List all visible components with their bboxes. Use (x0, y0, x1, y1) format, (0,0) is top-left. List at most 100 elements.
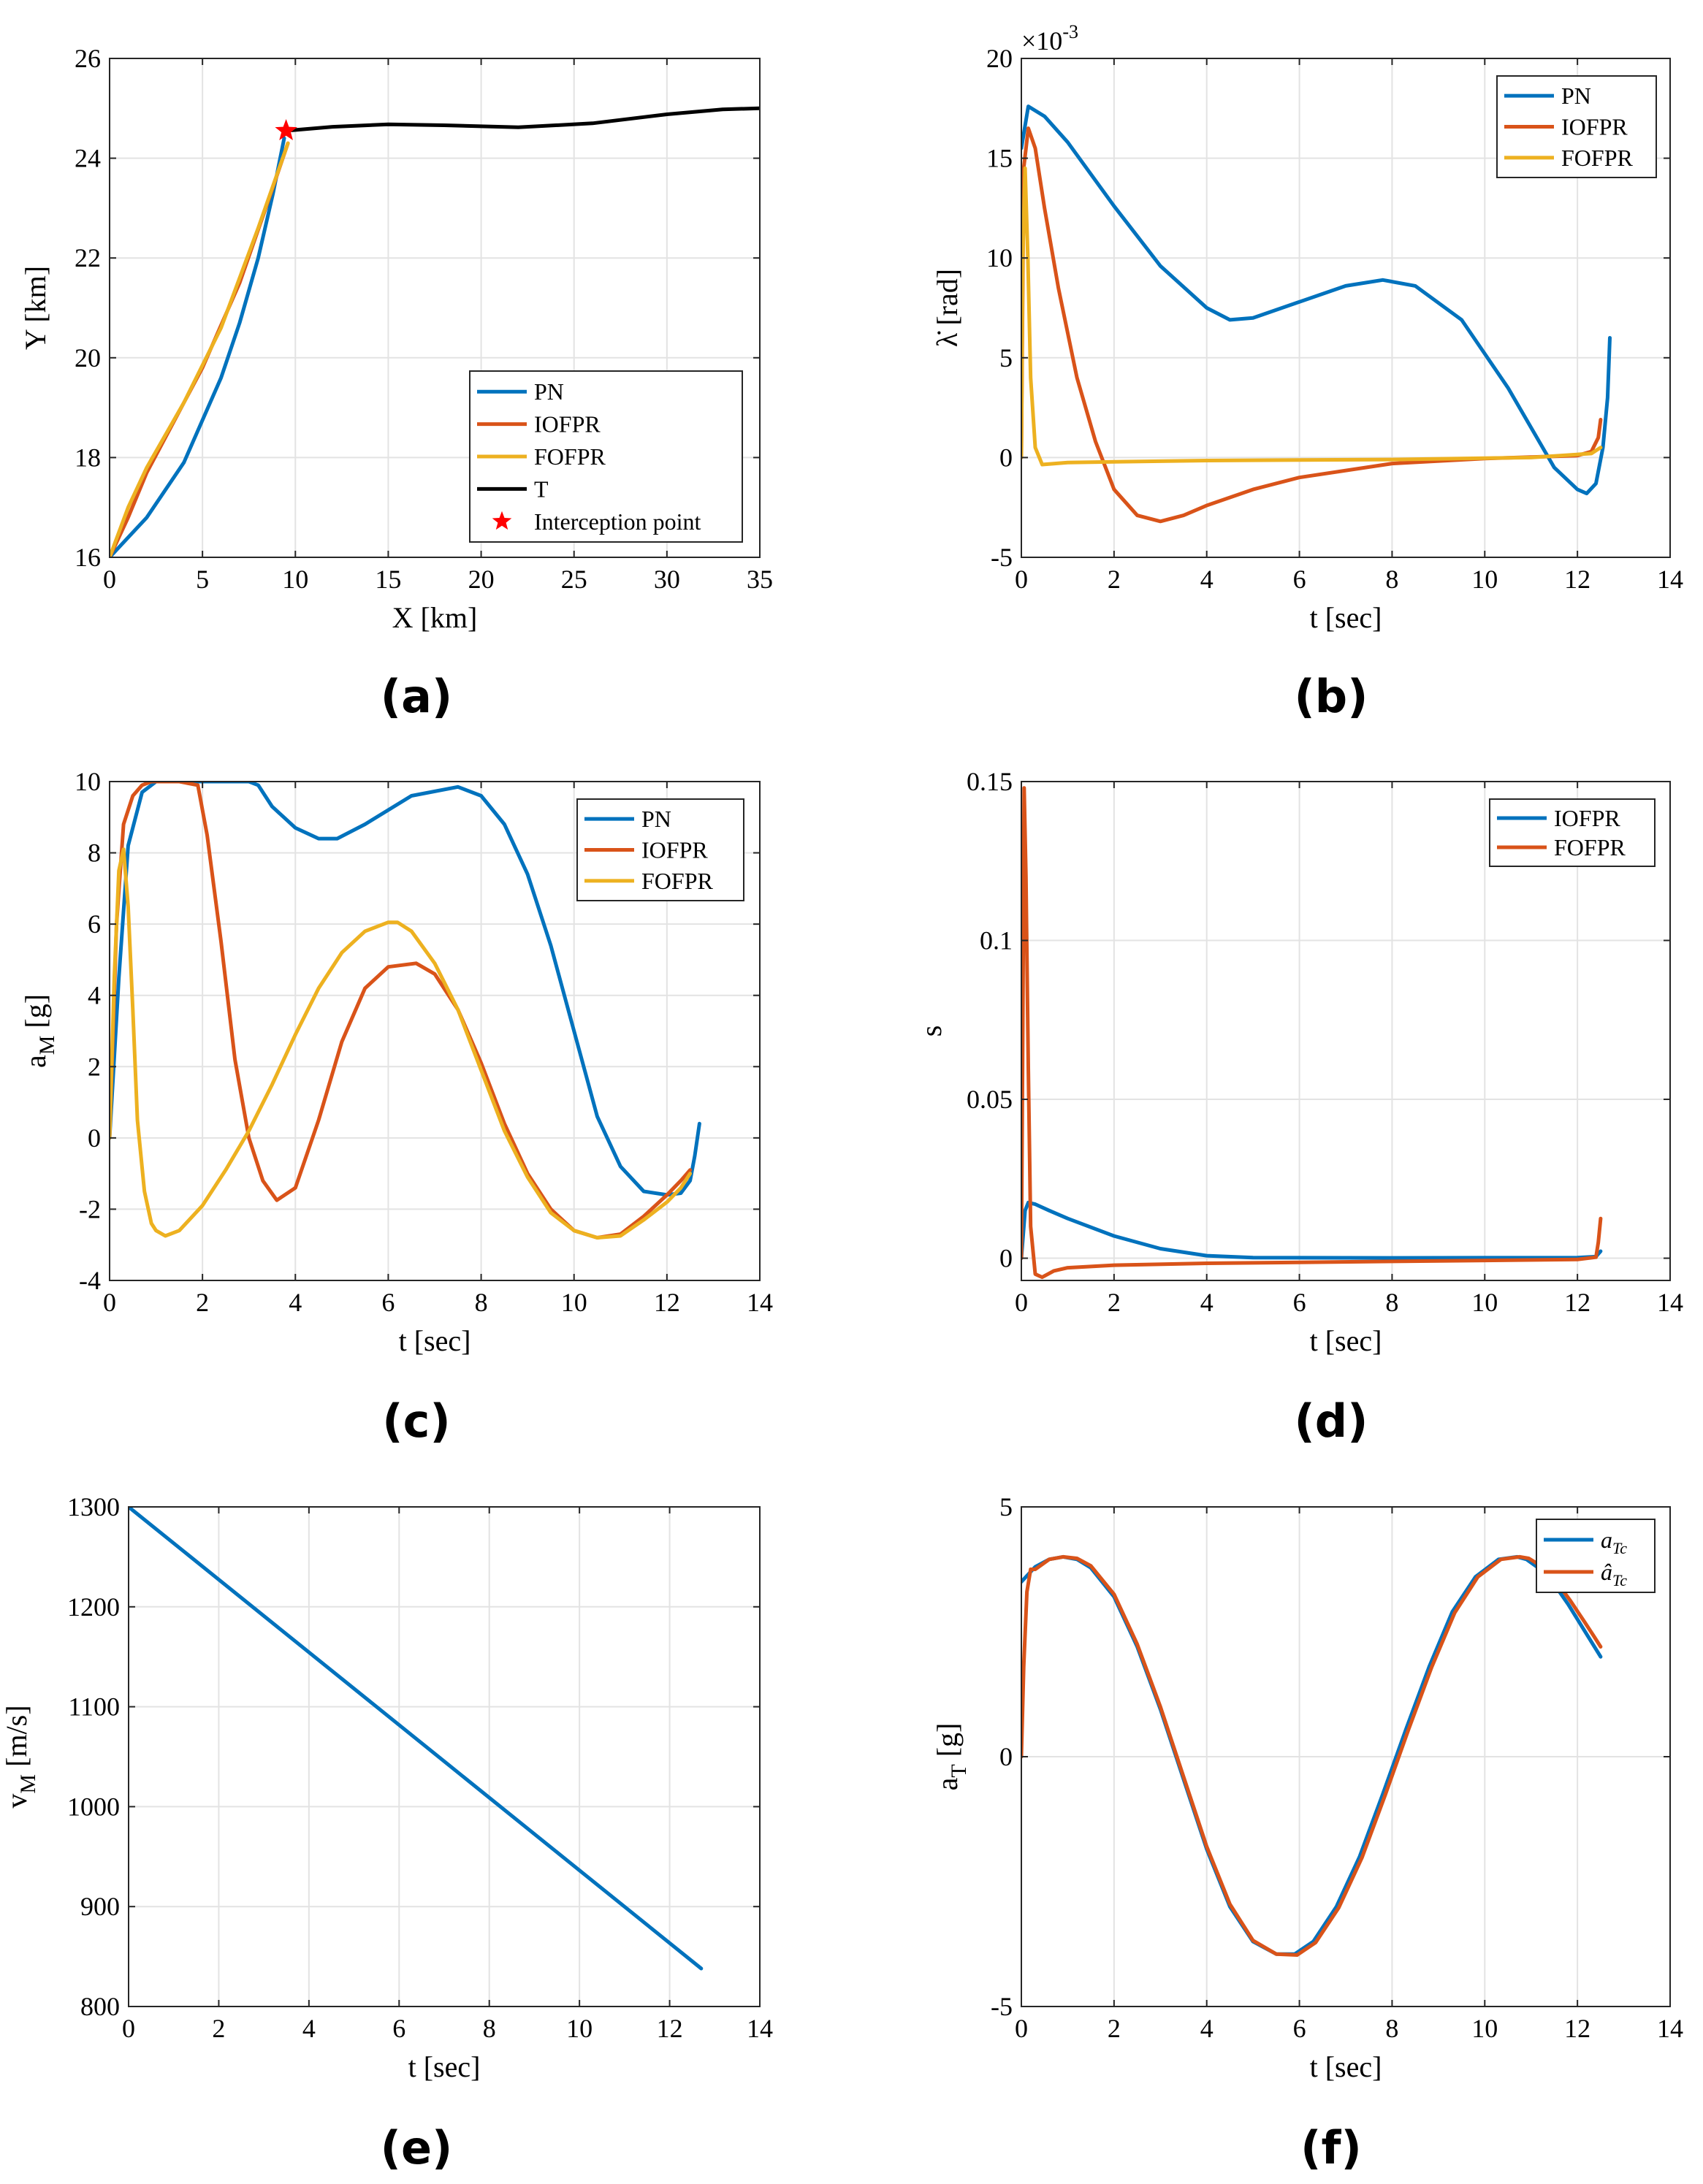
legend-label: FOFPR (1561, 145, 1634, 171)
y-axis-label-base: v (0, 1794, 33, 1809)
y-tick-label: 1200 (67, 1592, 120, 1622)
series-line-pn (110, 782, 701, 1197)
legend-label: âTc (1601, 1559, 1627, 1589)
y-axis-label: s (915, 1026, 948, 1037)
x-tick-label: 15 (375, 565, 401, 594)
legend-label: PN (534, 378, 564, 405)
y-tick-label: -2 (79, 1194, 101, 1223)
axes-box (1021, 781, 1671, 1281)
x-tick-label: 25 (561, 565, 587, 594)
y-axis-label-base: a (931, 1777, 964, 1790)
x-tick-label: 10 (282, 565, 308, 594)
legend-label: PN (1561, 83, 1591, 109)
x-tick-label: 4 (289, 1288, 302, 1317)
x-axis-label: t [sec] (408, 2050, 481, 2083)
x-tick-label: 8 (483, 2014, 496, 2043)
legend-label: Interception point (534, 508, 701, 535)
x-tick-label: 35 (747, 565, 773, 594)
x-tick-label: 0 (122, 2014, 135, 2043)
x-tick-label: 2 (1108, 565, 1121, 594)
legend-star-icon (492, 511, 512, 530)
x-axis-label: t [sec] (1310, 2050, 1382, 2083)
y-tick-label: 8 (88, 839, 101, 868)
series-line-v-m (129, 1507, 704, 1971)
y-tick-label: 5 (999, 343, 1013, 373)
x-tick-label: 0 (103, 565, 116, 594)
y-axis-label-subscript: M (16, 1774, 40, 1794)
x-tick-label: 2 (1108, 2014, 1121, 2043)
x-tick-label: 0 (1015, 1288, 1028, 1317)
y-tick-label: 900 (80, 1892, 120, 1921)
axes-box (109, 781, 761, 1281)
panel-label: (c) (382, 1394, 450, 1448)
panel-label: (a) (381, 670, 453, 723)
series-line-pn (110, 136, 286, 557)
y-tick-label: -5 (991, 543, 1013, 572)
legend-label: FOFPR (1554, 834, 1626, 860)
series-line-fofpr (110, 847, 693, 1240)
x-tick-label: 6 (1293, 565, 1306, 594)
y-tick-label: 10 (986, 243, 1013, 272)
y-tick-label: 20 (986, 44, 1013, 73)
y-tick-label: 800 (80, 1992, 120, 2021)
x-tick-label: 8 (475, 1288, 488, 1317)
series-line-fofpr (110, 141, 290, 557)
panel-label: (d) (1294, 1394, 1368, 1448)
x-tick-label: 10 (1471, 1288, 1498, 1317)
y-tick-label: 1300 (67, 1492, 120, 1521)
y-tick-label: 0.05 (967, 1085, 1013, 1114)
x-tick-label: 4 (1200, 565, 1214, 594)
y-tick-label: 20 (75, 343, 101, 373)
y-axis-label-subscript: M (35, 1036, 59, 1055)
chart-a: 0 5 10 15 20 25 30 35 16 18 20 22 24 26 X [km] Y [km] PN… (19, 44, 773, 723)
y-tick-label: -5 (991, 1992, 1013, 2021)
x-tick-label: 12 (1564, 565, 1590, 594)
panel-label: (f) (1300, 2121, 1362, 2175)
legend-label: aTc (1601, 1527, 1627, 1557)
x-tick-label: 12 (1564, 2014, 1590, 2043)
legend-label: T (534, 476, 549, 502)
x-tick-label: 6 (1293, 1288, 1306, 1317)
y-axis-label-base: a (19, 1055, 52, 1068)
x-tick-label: 12 (657, 2014, 683, 2043)
x-tick-label: 2 (212, 2014, 225, 2043)
y-tick-label: 6 (88, 909, 101, 939)
x-tick-label: 4 (302, 2014, 316, 2043)
x-tick-label: 12 (654, 1288, 680, 1317)
x-tick-label: 0 (1015, 565, 1028, 594)
panel-label: (b) (1294, 670, 1368, 723)
axes-box (109, 58, 761, 558)
x-axis-label: X [km] (392, 601, 478, 634)
y-axis-label-subscript: T (947, 1764, 971, 1777)
series-line-pn (1021, 104, 1612, 496)
y-axis-label: Y [km] (19, 266, 52, 350)
x-tick-label: 30 (654, 565, 680, 594)
legend-label: IOFPR (1561, 114, 1628, 140)
x-tick-label: 8 (1385, 565, 1398, 594)
x-tick-label: 10 (561, 1288, 587, 1317)
legend-label: FOFPR (534, 443, 606, 470)
x-axis-label: t [sec] (1310, 601, 1382, 634)
legend-b: PN IOFPR FOFPR (1496, 75, 1657, 178)
series-line-t (284, 106, 760, 133)
y-axis-label: vM [m/s] (0, 1705, 40, 1808)
x-tick-label: 8 (1385, 1288, 1398, 1317)
x-tick-label: 12 (1564, 1288, 1590, 1317)
panel-label: (e) (381, 2121, 453, 2175)
x-tick-label: 0 (103, 1288, 116, 1317)
y-axis-label-unit: [g] (19, 994, 52, 1036)
y-tick-label: 0.1 (980, 926, 1013, 955)
legend-label-base: â (1601, 1559, 1612, 1585)
x-tick-label: 14 (1657, 2014, 1683, 2043)
y-axis-label-unit: [g] (931, 1723, 964, 1765)
x-tick-label: 20 (468, 565, 495, 594)
x-tick-label: 14 (747, 1288, 773, 1317)
y-axis-label: λ̇ [rad] (931, 269, 964, 347)
y-tick-label: 0 (999, 1244, 1013, 1273)
y-tick-label: 26 (75, 44, 101, 73)
axis-exponent: ×10-3 (1021, 21, 1078, 56)
chart-d: 0 2 4 6 8 10 12 14 0 0.05 0.1 0.15 t [sec] s IOFPR FOFP… (915, 767, 1683, 1448)
axis-exponent-base: ×10 (1021, 26, 1062, 56)
x-tick-label: 8 (1385, 2014, 1398, 2043)
